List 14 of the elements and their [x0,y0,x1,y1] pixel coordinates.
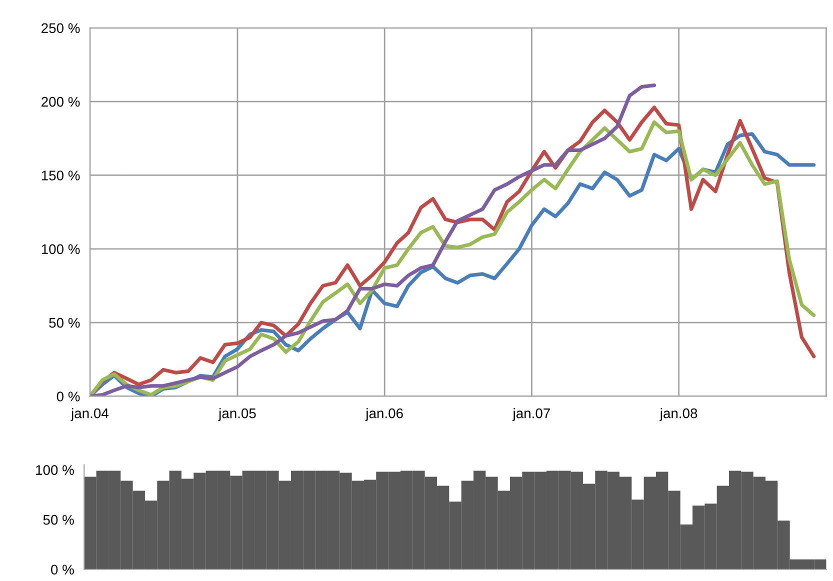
y-tick-label: 100 % [36,465,74,475]
x-tick-label: jan.06 [365,408,403,421]
y-tick-label: 0 % [56,392,80,402]
y-tick-label: 200 % [42,96,80,107]
x-tick-label: jan.05 [218,408,256,421]
y-tick-label: 100 % [42,244,80,254]
y-tick-label: 50 % [43,514,74,525]
x-tick-label: jan.04 [70,408,108,421]
y-tick-label: 0 % [51,564,74,575]
y-tick-label: 50 % [49,318,80,328]
x-tick-label: jan.08 [660,408,698,421]
y-tick-label: 250 % [42,23,80,34]
y-tick-label: 150 % [42,170,80,180]
x-tick-label: jan.07 [512,408,550,421]
